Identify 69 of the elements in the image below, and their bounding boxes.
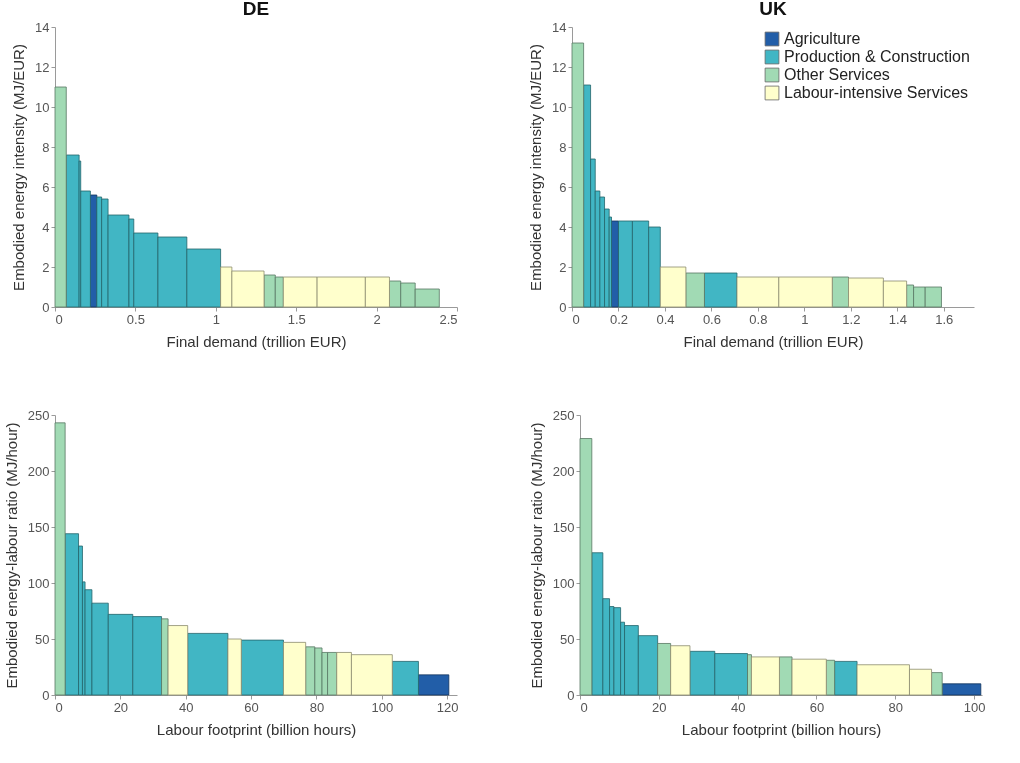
legend-label: Other Services [784, 66, 890, 83]
y-tick-label: 0 [42, 299, 50, 315]
x-tick-label: 20 [113, 699, 129, 715]
y-tick-label: 50 [560, 631, 575, 647]
x-tick-label: 80 [888, 699, 904, 715]
y-axis-title: Embodied energy intensity (MJ/EUR) [10, 44, 28, 291]
y-tick-label: 0 [42, 687, 50, 703]
x-axis-title: Labour footprint (billion hours) [681, 720, 882, 738]
y-tick-label: 14 [552, 19, 567, 35]
y-tick-label: 2 [559, 259, 567, 275]
x-tick-label: 2 [373, 311, 381, 327]
x-tick-label: 80 [309, 699, 325, 715]
y-tick-label: 0 [559, 299, 567, 315]
y-tick-label: 150 [552, 519, 575, 535]
legend-label: Labour-intensive Services [784, 84, 969, 101]
x-tick-label: 1.2 [842, 311, 861, 327]
x-tick-label: 1 [212, 311, 220, 327]
y-axis-title: Embodied energy-labour ratio (MJ/hour) [527, 422, 545, 689]
x-axis-title: Final demand (trillion EUR) [166, 332, 347, 350]
y-tick-label: 12 [552, 59, 567, 75]
y-tick-label: 2 [42, 259, 50, 275]
x-tick-label: 120 [436, 699, 459, 715]
y-tick-label: 6 [42, 179, 50, 195]
y-tick-label: 12 [35, 59, 50, 75]
x-tick-label: 40 [730, 699, 746, 715]
x-tick-label: 100 [371, 699, 394, 715]
y-tick-label: 8 [559, 139, 567, 155]
y-tick-label: 100 [552, 575, 575, 591]
legend-label: Production & Construction [784, 48, 970, 65]
y-tick-label: 200 [552, 463, 575, 479]
x-tick-label: 0.2 [609, 311, 629, 327]
y-tick-label: 0 [567, 687, 575, 703]
y-axis-title: Embodied energy intensity (MJ/EUR) [527, 44, 545, 291]
y-tick-label: 4 [559, 219, 567, 235]
x-tick-label: 60 [244, 699, 259, 715]
x-tick-label: 0.6 [702, 311, 721, 327]
x-tick-label: 0.4 [656, 311, 675, 327]
x-tick-label: 20 [652, 699, 667, 715]
y-tick-label: 200 [27, 463, 50, 479]
y-tick-label: 250 [27, 407, 50, 423]
x-axis-title: Labour footprint (billion hours) [156, 720, 357, 738]
y-tick-label: 150 [27, 519, 50, 535]
x-tick-label: 60 [809, 699, 825, 715]
chart-title: DE [242, 0, 270, 19]
x-tick-label: 1.5 [287, 311, 306, 327]
y-tick-label: 100 [27, 575, 50, 591]
y-tick-label: 50 [35, 631, 50, 647]
y-tick-label: 10 [552, 99, 567, 115]
y-tick-label: 6 [559, 179, 567, 195]
x-tick-label: 1 [801, 311, 809, 327]
x-tick-label: 2.5 [439, 311, 458, 327]
y-tick-label: 4 [42, 219, 50, 235]
legend-label: Agriculture [784, 30, 861, 47]
y-tick-label: 14 [35, 19, 50, 35]
y-tick-label: 10 [35, 99, 50, 115]
x-tick-label: 0.8 [749, 311, 768, 327]
y-tick-label: 250 [552, 407, 575, 423]
x-tick-label: 0 [580, 699, 588, 715]
x-tick-label: 1.4 [888, 311, 907, 327]
chart-title: UK [759, 0, 787, 19]
x-tick-label: 1.6 [935, 311, 954, 327]
y-tick-label: 8 [42, 139, 50, 155]
x-tick-label: 100 [963, 699, 986, 715]
x-tick-label: 40 [179, 699, 194, 715]
x-tick-label: 0 [55, 699, 63, 715]
x-tick-label: 0 [55, 311, 63, 327]
y-axis-title: Embodied energy-labour ratio (MJ/hour) [2, 422, 20, 689]
x-axis-title: Final demand (trillion EUR) [683, 332, 864, 350]
x-tick-label: 0.5 [126, 311, 145, 327]
